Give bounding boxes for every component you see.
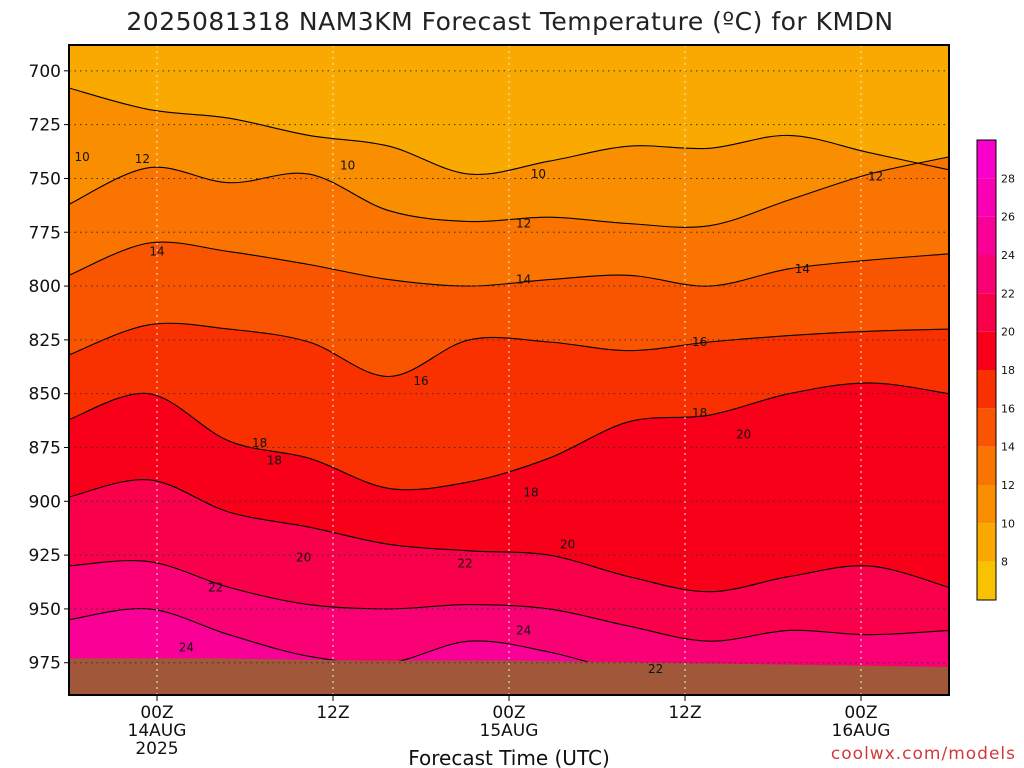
isotherm-12 (68, 156, 950, 228)
contour-label-18: 22 (208, 580, 223, 594)
y-tick-label-725: 725 (29, 116, 61, 136)
y-tick-label-750: 750 (29, 169, 61, 189)
colorbar-tick-8: 8 (1001, 556, 1008, 569)
colorbar-band-8 (977, 523, 996, 562)
contour-label-20: 22 (648, 662, 663, 676)
contour-label-6: 14 (149, 245, 164, 259)
colorbar-tick-14: 14 (1001, 441, 1015, 454)
contour-labels: 1010101212121414141616181818182020202222… (75, 150, 884, 676)
x-tick-label-0-0: 00Z (140, 703, 173, 723)
band-12 (69, 156, 949, 287)
contour-label-5: 12 (868, 169, 883, 183)
colorbar-band-10 (977, 485, 996, 524)
colorbar-tick-24: 24 (1001, 249, 1015, 262)
contour-label-4: 12 (516, 217, 531, 231)
contour-label-7: 14 (516, 273, 531, 287)
x-tick-label-3-0: 12Z (668, 703, 701, 723)
y-tick-label-700: 700 (29, 62, 61, 82)
colorbar-band-12 (977, 446, 996, 485)
contour-label-1: 10 (340, 159, 355, 173)
y-tick-label-775: 775 (29, 223, 61, 243)
band-22 (69, 560, 949, 692)
x-tick-label-4-0: 00Z (844, 703, 877, 723)
colorbar-band-24 (977, 216, 996, 255)
x-axis-label: Forecast Time (UTC) (408, 746, 610, 768)
colorbar-frame (976, 139, 997, 601)
colorbar-tick-12: 12 (1001, 479, 1015, 492)
colorbar-band-14 (977, 408, 996, 447)
x-tick-label-2-1: 15AUG (480, 721, 539, 741)
contour-label-2: 10 (531, 167, 546, 181)
contour-label-0: 10 (75, 150, 90, 164)
y-tick-label-875: 875 (29, 438, 61, 458)
y-tick-label-825: 825 (29, 331, 61, 351)
x-tick-label-0-2: 2025 (135, 739, 178, 759)
y-tick-label-975: 975 (29, 654, 61, 674)
contour-label-13: 18 (523, 486, 538, 500)
plot-area: 1010101212121414141616181818182020202222… (68, 44, 950, 696)
contour-label-12: 18 (267, 453, 282, 467)
isotherm-20 (68, 479, 950, 593)
contour-label-9: 16 (413, 374, 428, 388)
y-tick-label-900: 900 (29, 492, 61, 512)
contour-label-14: 18 (692, 406, 707, 420)
contour-label-8: 14 (795, 262, 810, 276)
x-tick-label-0-1: 14AUG (128, 721, 187, 741)
colorbar-band-18 (977, 331, 996, 370)
contour-label-19: 22 (457, 557, 472, 571)
chart-title: 2025081318 NAM3KM Forecast Temperature (… (126, 7, 893, 36)
colorbar-band-22 (977, 255, 996, 294)
isotherm-10 (68, 87, 950, 176)
isotherm-14 (68, 241, 950, 287)
contour-label-22: 24 (516, 623, 531, 637)
colorbar-band-16 (977, 370, 996, 409)
contour-label-10: 16 (692, 335, 707, 349)
x-tick-label-2-0: 00Z (492, 703, 525, 723)
y-tick-label-925: 925 (29, 546, 61, 566)
x-tick-label-1-0: 12Z (316, 703, 349, 723)
contour-label-21: 24 (179, 641, 194, 655)
colorbar-band-28 (977, 140, 996, 179)
contour-label-15: 20 (296, 550, 311, 564)
colorbar-tick-26: 26 (1001, 211, 1015, 224)
y-axis-pressure: 700 725 750 775 800 825 850 875 900 925 950 975 (29, 62, 69, 674)
contour-label-3: 12 (135, 152, 150, 166)
y-tick-label-800: 800 (29, 277, 61, 297)
colorbar-band-20 (977, 293, 996, 332)
colorbar-tick-10: 10 (1001, 517, 1015, 530)
contour-label-16: 20 (560, 537, 575, 551)
colorbar-tick-20: 20 (1001, 326, 1015, 339)
colorbar-tick-28: 28 (1001, 172, 1015, 185)
colorbar-tick-18: 18 (1001, 364, 1015, 377)
contour-label-17: 20 (736, 428, 751, 442)
colorbar-tick-16: 16 (1001, 402, 1015, 415)
grid-lines (69, 45, 949, 695)
colorbar-tick-22: 22 (1001, 287, 1015, 300)
isotherm-22 (68, 560, 950, 642)
colorbar-band-6 (977, 561, 996, 600)
isotherm-contours (68, 87, 950, 692)
band-18 (69, 382, 949, 592)
x-tick-label-4-1: 16AUG (832, 721, 891, 741)
contour-label-11: 18 (252, 436, 267, 450)
band-10 (69, 88, 949, 228)
credit-link[interactable]: coolwx.com/models (831, 744, 1016, 764)
y-tick-label-950: 950 (29, 600, 61, 620)
y-tick-label-850: 850 (29, 385, 61, 405)
colorbar-band-26 (977, 178, 996, 217)
isotherm-16 (68, 322, 950, 378)
colorbar-legend: 8 10 12 14 16 18 20 22 24 26 28 (976, 139, 1015, 601)
